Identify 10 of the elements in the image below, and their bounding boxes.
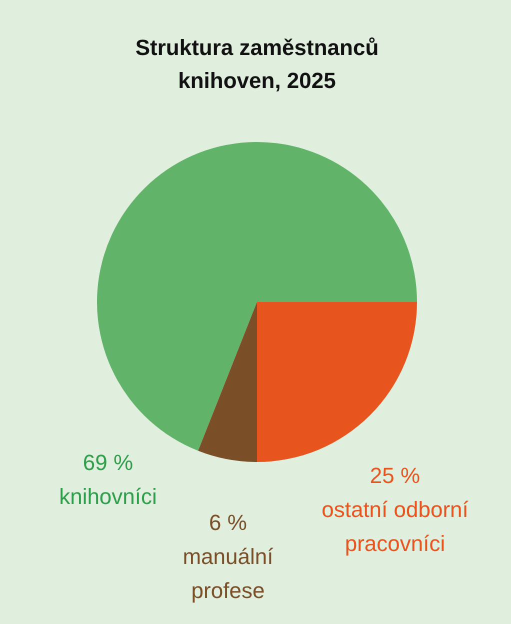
slice-label: ostatní odborní pracovníci [322, 497, 468, 556]
chart-title: Struktura zaměstnanců knihoven, 2025 [135, 35, 379, 93]
pie-slice [97, 142, 417, 451]
slice-label: manuální profese [182, 544, 274, 603]
pie-slice [257, 302, 417, 462]
slice-label: knihovníci [59, 484, 157, 509]
data-label: 6 % [209, 510, 247, 535]
pie-slice [198, 302, 257, 462]
data-label: 69 % [82, 450, 134, 475]
data-label: 25 % [370, 463, 420, 488]
